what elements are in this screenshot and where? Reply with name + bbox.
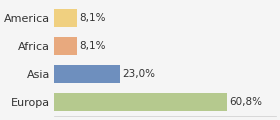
Text: 8,1%: 8,1% [80,41,106,51]
Text: 23,0%: 23,0% [122,69,155,79]
Bar [54,65,120,83]
Bar [54,93,227,111]
Text: 8,1%: 8,1% [80,13,106,23]
Bar [54,37,78,55]
Bar [54,9,78,27]
Text: 60,8%: 60,8% [229,97,262,107]
